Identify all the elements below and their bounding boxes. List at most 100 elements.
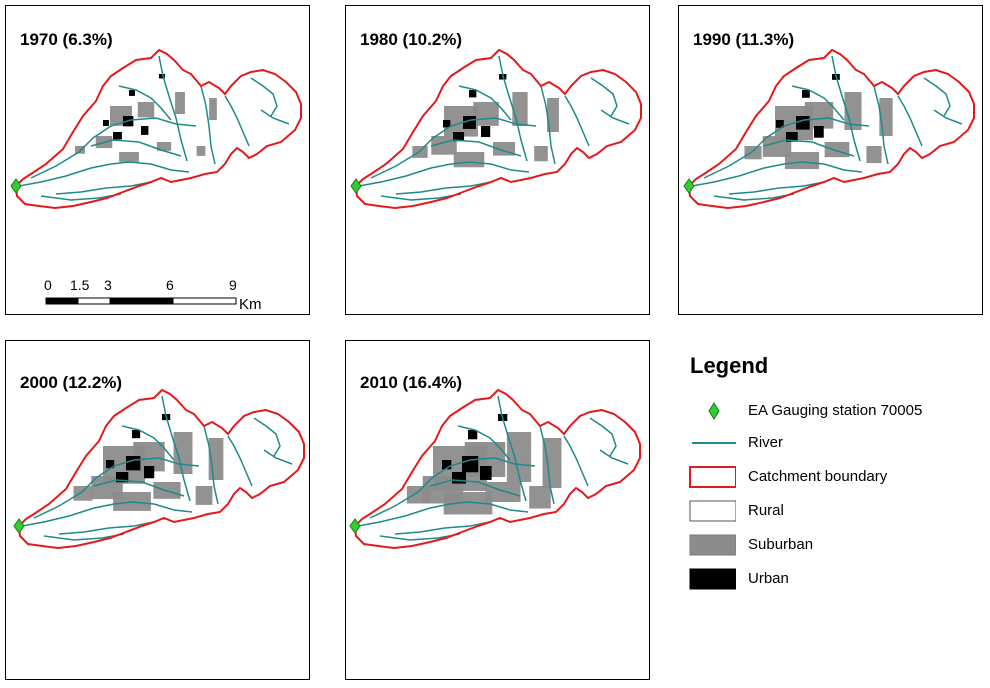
legend-label: River bbox=[748, 434, 784, 451]
map-panel-2010: 2010 (16.4%) bbox=[345, 340, 650, 680]
river-line-icon bbox=[692, 442, 736, 444]
river-line bbox=[58, 521, 155, 535]
land-use-layer bbox=[406, 414, 562, 515]
river-line bbox=[728, 181, 825, 195]
suburban-patch bbox=[443, 492, 493, 515]
urban-patch bbox=[126, 456, 141, 471]
urban-patch bbox=[141, 126, 149, 135]
scale-segment bbox=[77, 297, 111, 305]
suburban-patch bbox=[209, 98, 217, 120]
suburban-patch bbox=[866, 146, 882, 164]
river-line bbox=[161, 395, 191, 502]
panel-title: 2010 (16.4%) bbox=[360, 373, 463, 392]
gauging-station-icon bbox=[350, 178, 362, 194]
urban-patch bbox=[452, 472, 466, 484]
suburban-patch bbox=[175, 92, 185, 114]
map-content bbox=[683, 48, 975, 210]
suburban-patch bbox=[534, 146, 548, 162]
suburban-patch bbox=[173, 432, 193, 474]
urban-patch bbox=[802, 90, 810, 98]
river-line bbox=[263, 449, 293, 465]
suburban-patch bbox=[156, 142, 172, 151]
suburban-patch bbox=[512, 92, 528, 126]
suburban-patch bbox=[406, 486, 432, 504]
river-line bbox=[600, 109, 630, 125]
scale-tick-label: 9 bbox=[229, 277, 237, 293]
catchment-map bbox=[13, 388, 305, 550]
legend-label: Urban bbox=[748, 570, 789, 587]
river-line bbox=[933, 109, 963, 125]
legend-item-suburban: Suburban bbox=[688, 534, 978, 556]
river-line bbox=[590, 77, 618, 117]
river-line bbox=[250, 77, 278, 117]
catchment-map bbox=[349, 388, 641, 550]
suburban-patch bbox=[137, 102, 155, 118]
urban-patch bbox=[462, 456, 479, 473]
land-use-layer bbox=[412, 74, 559, 168]
river-line bbox=[358, 161, 530, 187]
rural-area bbox=[16, 50, 301, 208]
river-line bbox=[897, 95, 923, 147]
legend-item-river: River bbox=[688, 432, 978, 454]
scale-tick-label: 3 bbox=[104, 277, 112, 293]
river-line bbox=[540, 85, 556, 165]
catchment-boundary bbox=[687, 48, 975, 210]
urban-patch bbox=[786, 132, 798, 142]
river-line bbox=[429, 479, 521, 497]
gauging-station-icon bbox=[13, 518, 25, 534]
urban-patch bbox=[468, 430, 478, 440]
map-content bbox=[13, 388, 305, 550]
river-line bbox=[55, 181, 152, 195]
map-panel-1990: 1990 (11.3%) bbox=[678, 5, 983, 315]
urban-patch bbox=[453, 132, 465, 142]
scale-segment bbox=[109, 297, 174, 305]
suburban-patch bbox=[784, 152, 820, 170]
urban-patch bbox=[129, 90, 135, 96]
river-line bbox=[260, 109, 290, 125]
suburban-patch bbox=[485, 482, 521, 502]
urban-patch bbox=[814, 126, 824, 138]
gauging-station-icon bbox=[10, 178, 22, 194]
urban-box-icon bbox=[689, 568, 736, 590]
river-line bbox=[497, 395, 527, 502]
river-line bbox=[203, 425, 219, 505]
suburban-patch bbox=[744, 146, 762, 160]
legend-item-station: EA Gauging station 70005 bbox=[688, 400, 978, 422]
map-content bbox=[10, 48, 302, 210]
river-line bbox=[253, 417, 281, 457]
urban-patch bbox=[113, 132, 122, 140]
suburban-patch bbox=[529, 486, 551, 509]
urban-patch bbox=[481, 126, 491, 138]
river-line bbox=[370, 117, 537, 179]
river-line bbox=[539, 425, 555, 505]
urban-patch bbox=[469, 90, 477, 98]
scale-segment bbox=[172, 297, 237, 305]
suburban-patch bbox=[195, 486, 213, 505]
legend-label: Suburban bbox=[748, 536, 814, 553]
legend-item-urban: Urban bbox=[688, 568, 978, 590]
river-line bbox=[227, 435, 253, 487]
suburban-patch bbox=[75, 146, 85, 154]
river-line bbox=[589, 417, 617, 457]
river-line bbox=[564, 95, 590, 147]
map-content bbox=[349, 388, 641, 550]
river-line bbox=[394, 521, 491, 535]
river-line bbox=[873, 85, 889, 165]
legend: Legend EA Gauging station 70005 River Ca… bbox=[680, 345, 980, 605]
catchment-boundary bbox=[353, 388, 641, 550]
river-line bbox=[457, 425, 511, 461]
catchment-boundary bbox=[354, 48, 642, 210]
river-line bbox=[791, 85, 845, 121]
scale-tick-label: 0 bbox=[44, 277, 52, 293]
scale-tick-label: 1.5 bbox=[70, 277, 90, 293]
suburban-patch bbox=[844, 92, 862, 130]
suburban-patch bbox=[119, 152, 139, 162]
gauging-station-icon bbox=[349, 518, 361, 534]
land-use-layer bbox=[744, 74, 893, 170]
river-line bbox=[158, 55, 188, 162]
legend-title: Legend bbox=[690, 353, 769, 378]
river-line bbox=[224, 95, 250, 147]
scale-unit: Km bbox=[239, 296, 262, 313]
panel-title: 1980 (10.2%) bbox=[360, 30, 463, 49]
suburban-patch bbox=[547, 98, 559, 132]
